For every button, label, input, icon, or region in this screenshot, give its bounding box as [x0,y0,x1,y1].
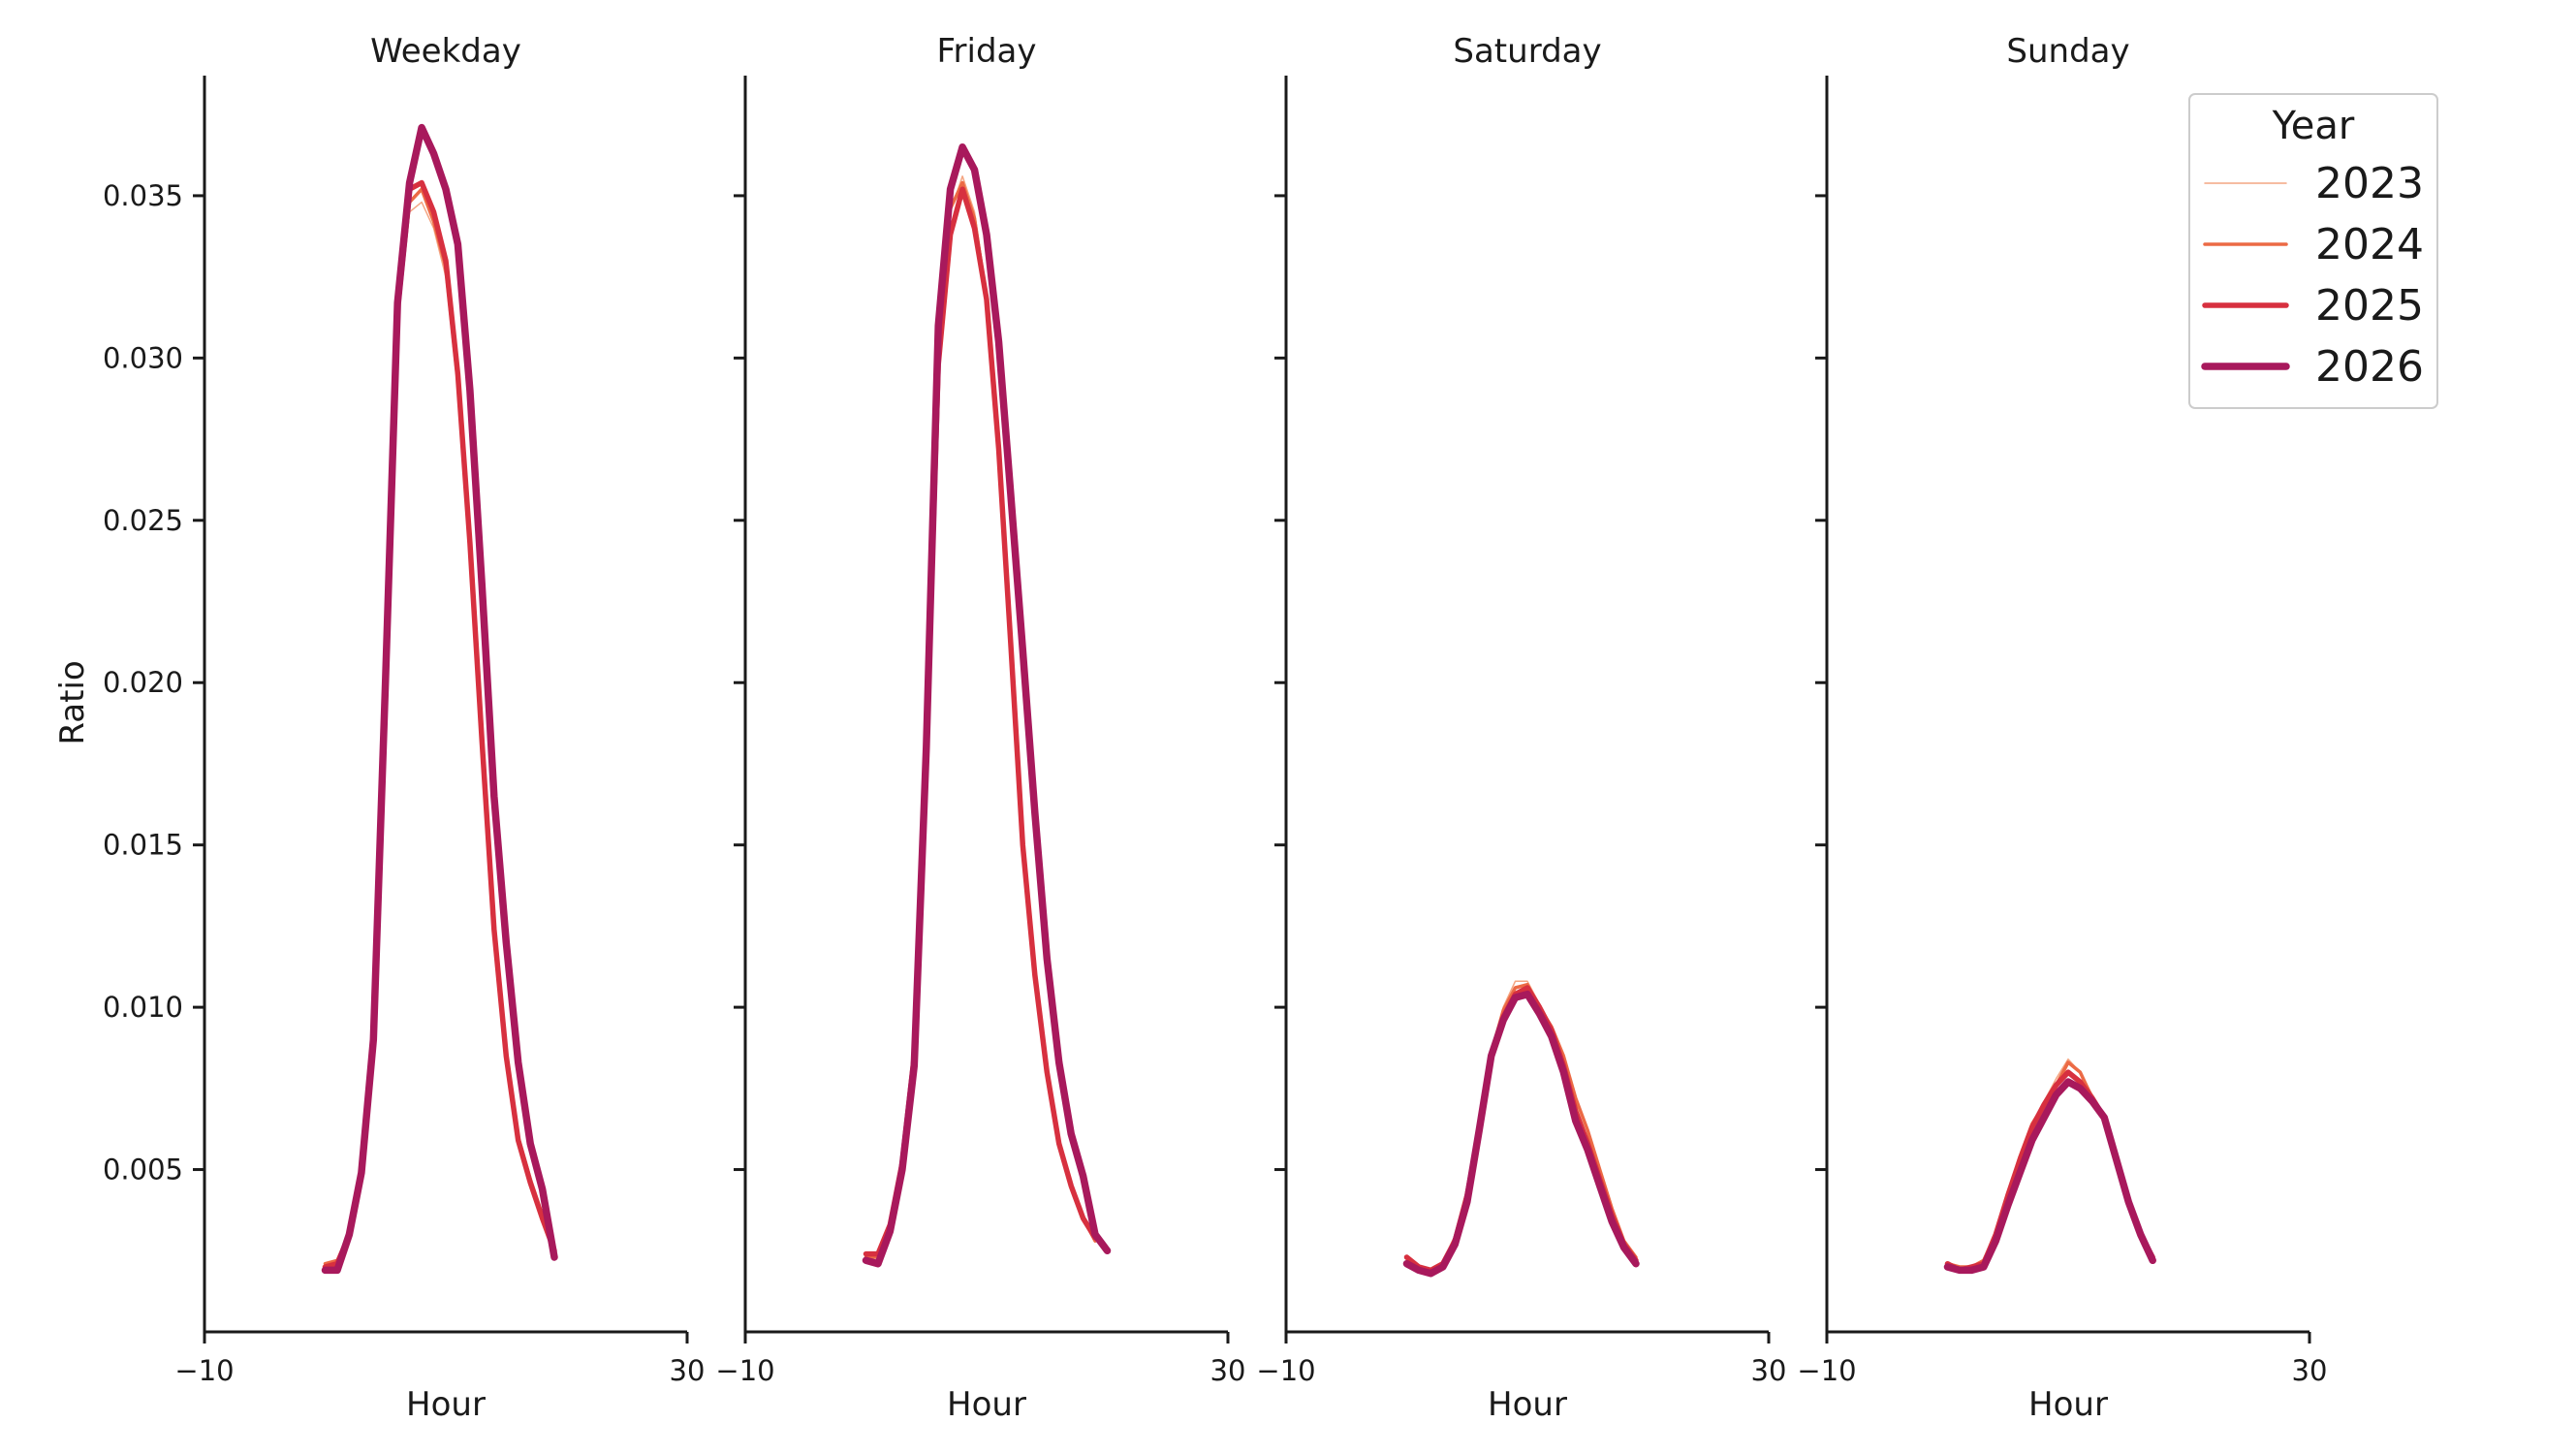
x-tick-label: 30 [1210,1354,1246,1387]
x-axis-title: Hour [1488,1385,1567,1424]
y-tick-label: 0.020 [103,666,183,699]
series-line-2024 [864,180,1097,1259]
x-axis-title: Hour [947,1385,1026,1424]
y-tick-label: 0.025 [103,504,183,537]
series-line-2026 [321,123,558,1275]
legend-title: Year [2272,104,2355,148]
panel-saturday: Saturday −10 30 Hour [1256,32,1786,1424]
y-axis-title: Ratio [53,660,92,744]
series-line-2023 [1405,980,1637,1272]
x-tick-label: 30 [670,1354,706,1387]
panel-title: Saturday [1453,32,1601,71]
y-tick-label: 0.010 [103,991,183,1024]
series-line-2026 [1402,990,1640,1278]
legend-box [2188,93,2438,409]
series-line-2024 [1404,982,1638,1273]
series-line-2024 [323,187,556,1266]
x-tick-label: 30 [1751,1354,1787,1387]
x-tick-label: −10 [1256,1354,1315,1387]
panel-sunday: Sunday −10 30 Hour [1797,32,2327,1424]
panel-title: Sunday [2006,32,2129,71]
panels-group: Weekday 0.005 0.010 0.015 0.020 0.025 0.030 0.0… [103,32,2327,1424]
series-line-2023 [864,175,1096,1258]
series-line-2026 [1943,1078,2156,1275]
legend-label-2024: 2024 [2315,220,2424,269]
y-tick-label: 0.015 [103,829,183,862]
series-line-2026 [862,142,1112,1268]
panel-title: Weekday [370,32,521,71]
legend: Year 2023 2024 2025 2026 [2188,93,2438,409]
series-line-2025 [322,179,557,1270]
panel-title: Friday [936,32,1036,71]
x-axis-title: Hour [2028,1385,2108,1424]
y-tick-label: 0.030 [103,341,183,374]
legend-label-2023: 2023 [2315,159,2424,208]
x-tick-label: −10 [715,1354,774,1387]
panel-friday: Friday −10 30 Hour [715,32,1245,1424]
x-tick-label: −10 [174,1354,234,1387]
panel-weekday: Weekday 0.005 0.010 0.015 0.020 0.025 0.030 0.0… [103,32,705,1424]
series-line-2023 [324,201,555,1265]
x-axis-title: Hour [406,1385,486,1424]
y-tick-label: 0.035 [103,179,183,212]
x-tick-label: 30 [2292,1354,2328,1387]
series-line-2025 [1403,985,1639,1274]
x-tick-label: −10 [1797,1354,1856,1387]
y-tick-label: 0.005 [103,1154,183,1186]
legend-label-2025: 2025 [2315,281,2424,331]
legend-label-2026: 2026 [2315,342,2424,392]
